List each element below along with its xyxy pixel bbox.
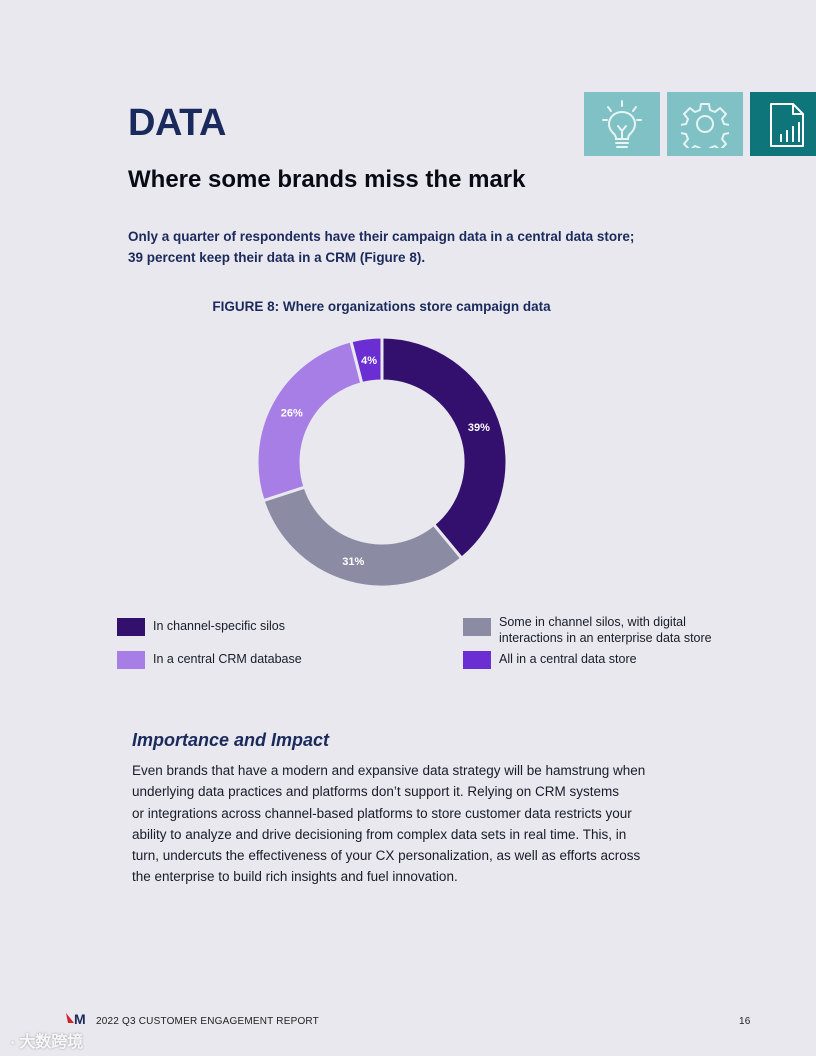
watermark-logo-icon: ◔ — [8, 1036, 16, 1050]
body-line: underlying data practices and platforms … — [132, 784, 619, 800]
report-chart-tile — [750, 92, 816, 156]
body-line: turn, undercuts the effectiveness of you… — [132, 848, 641, 864]
gear-tile — [667, 92, 743, 156]
legend-swatch — [117, 651, 145, 669]
legend-swatch — [117, 618, 145, 636]
donut-chart: 39% 31% 26% 4% — [255, 335, 509, 589]
logo-mark-icon — [66, 1013, 74, 1023]
section-title: DATA — [128, 102, 226, 144]
report-chart-icon — [770, 103, 804, 147]
donut-slice — [261, 485, 464, 589]
legend-item: In a central CRM database — [117, 651, 302, 669]
donut-slice — [380, 335, 509, 561]
footer-report-name: 2022 Q3 CUSTOMER ENGAGEMENT REPORT — [96, 1016, 319, 1027]
intro-line: Only a quarter of respondents have their… — [128, 229, 635, 244]
figure-title: FIGURE 8: Where organizations store camp… — [212, 299, 551, 314]
legend-swatch — [463, 651, 491, 669]
page-number: 16 — [739, 1016, 751, 1027]
legend-label: In channel-specific silos — [153, 619, 286, 633]
intro-paragraph: Only a quarter of respondents have their… — [128, 226, 688, 268]
legend-swatch — [463, 618, 491, 636]
importance-body: Even brands that have a modern and expan… — [132, 760, 692, 888]
legend-item: Some in channel silos, with digital inte… — [463, 614, 712, 646]
body-line: or integrations across channel-based pla… — [132, 805, 632, 821]
watermark: ◔ 大数跨境 — [8, 1034, 84, 1051]
donut-slice — [349, 335, 384, 386]
body-line: Even brands that have a modern and expan… — [132, 763, 646, 778]
importance-heading: Importance and Impact — [132, 730, 330, 750]
body-line: the enterprise to build rich insights an… — [132, 869, 458, 885]
brand-logo: M — [66, 1011, 86, 1029]
donut-data-label: 4% — [361, 355, 377, 367]
gear-icon — [681, 103, 729, 148]
legend-label: All in a central data store — [499, 652, 637, 666]
body-line: ability to analyze and drive decisioning… — [132, 826, 627, 842]
legend-label: In a central CRM database — [153, 652, 302, 666]
legend-item: In channel-specific silos — [117, 618, 285, 636]
donut-slice — [255, 339, 364, 503]
donut-data-label: 31% — [342, 556, 364, 568]
lightbulb-tile — [584, 92, 660, 156]
page-subtitle: Where some brands miss the mark — [128, 166, 526, 193]
lightbulb-icon — [602, 100, 642, 148]
legend-item: All in a central data store — [463, 651, 637, 669]
legend-label: Some in channel silos, with digital inte… — [499, 615, 712, 645]
donut-data-label: 26% — [281, 407, 303, 419]
intro-line: 39 percent keep their data in a CRM (Fig… — [128, 250, 426, 265]
donut-data-label: 39% — [468, 422, 490, 434]
